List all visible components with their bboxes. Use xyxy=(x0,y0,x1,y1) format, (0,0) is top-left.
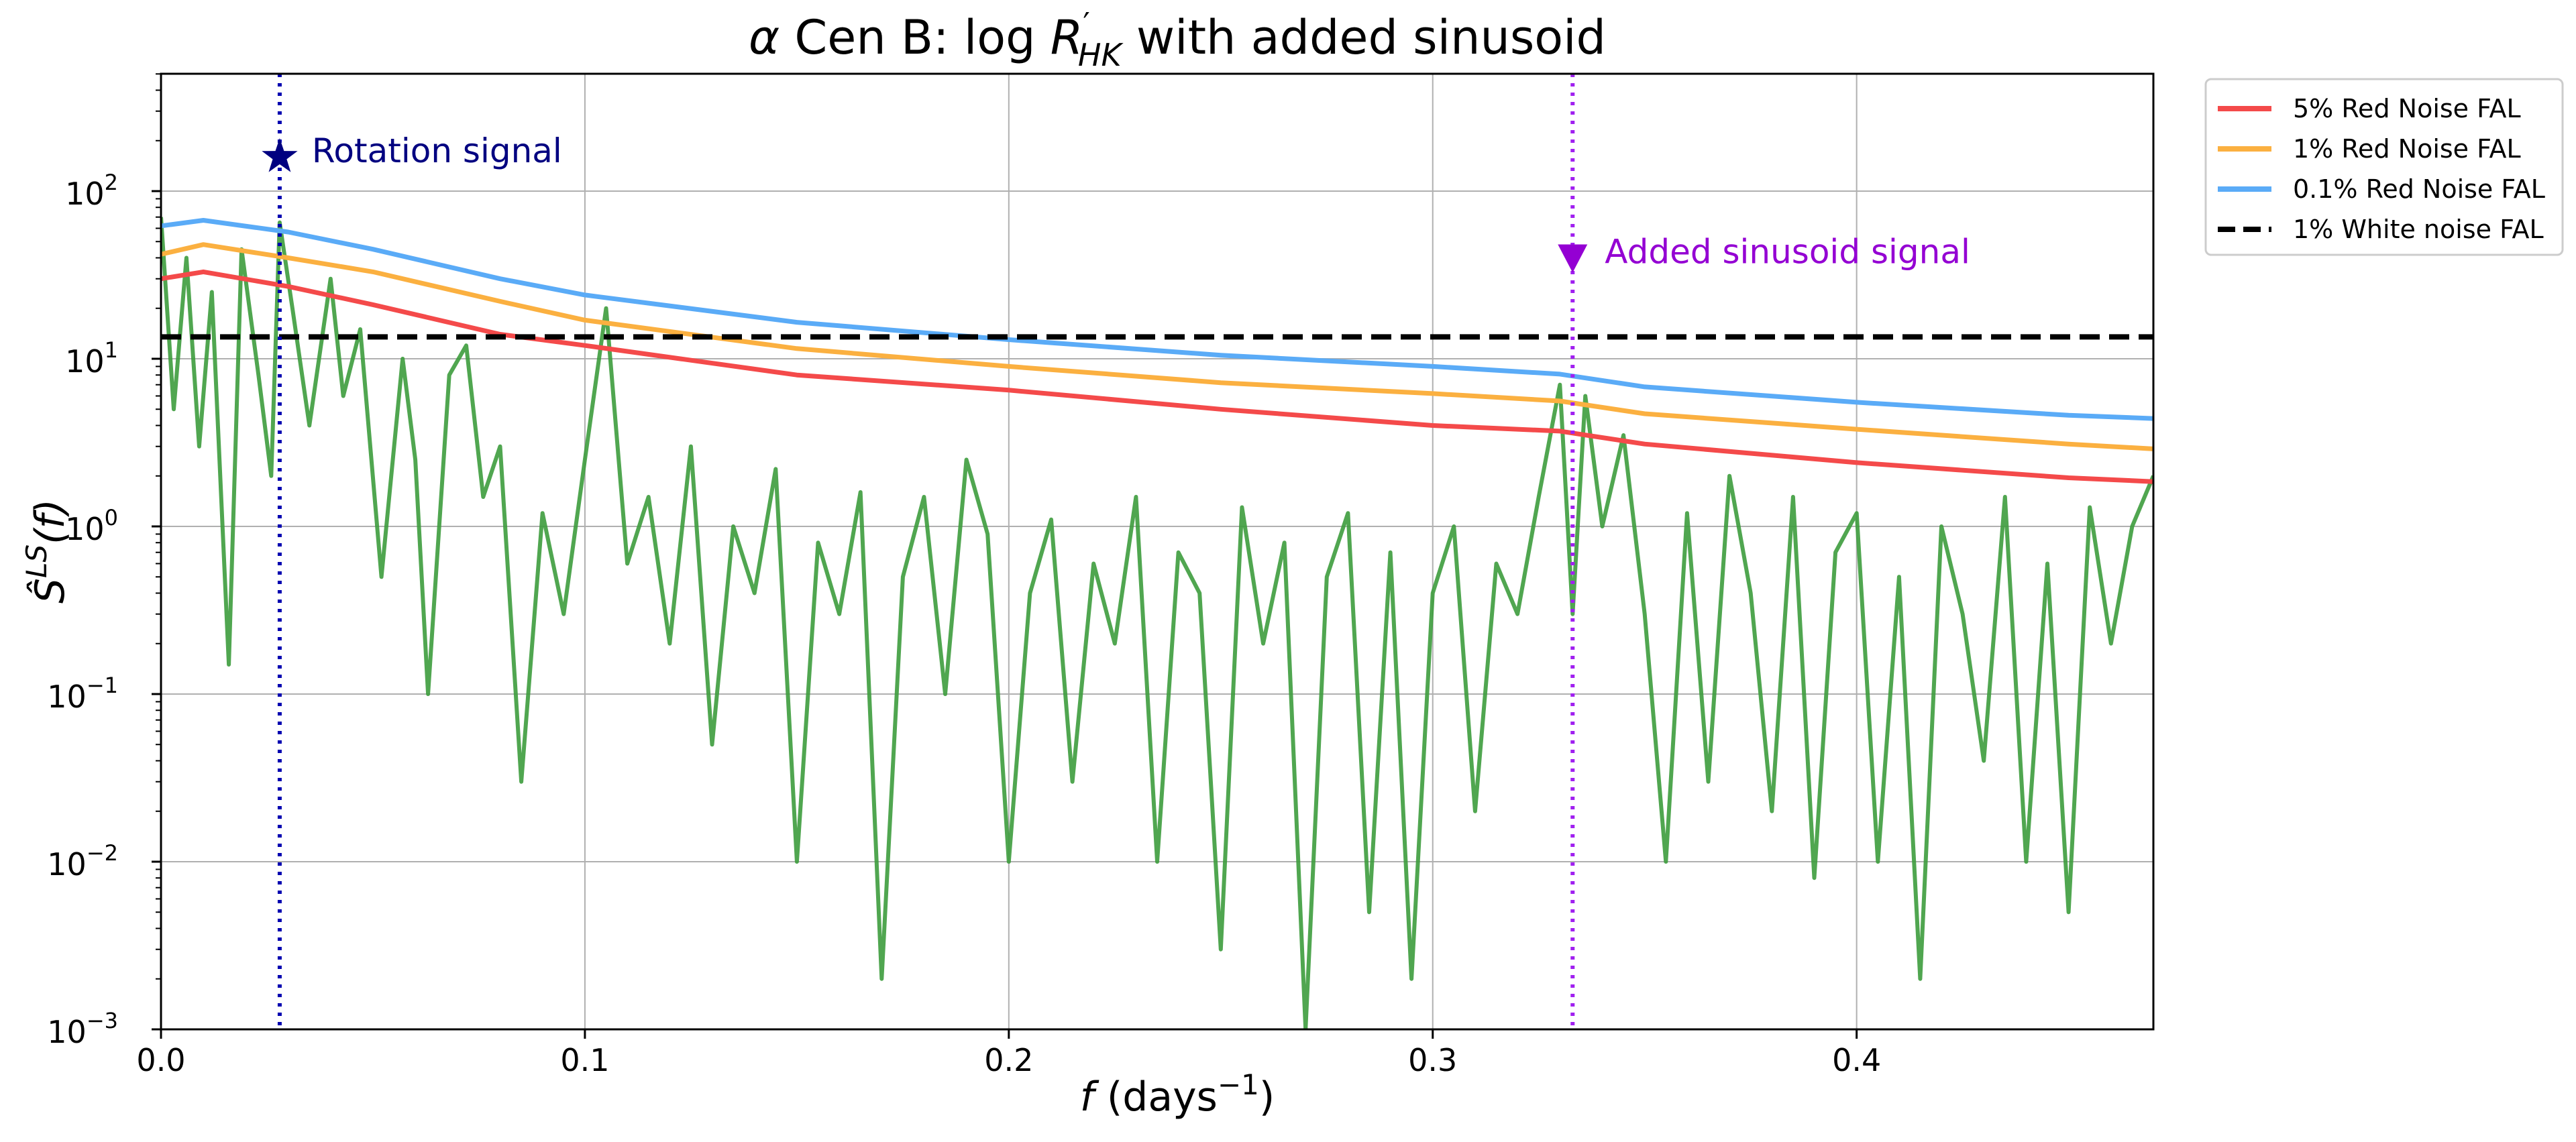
legend-label: 1% Red Noise FAL xyxy=(2293,134,2521,164)
title-prime: ′ xyxy=(1083,6,1089,42)
x-tick-label: 0.0 xyxy=(136,1042,185,1078)
series-line-4 xyxy=(161,217,2153,1029)
series-line-0 xyxy=(161,269,2153,484)
title-log: log xyxy=(964,10,1051,65)
ylabel-f: (f) xyxy=(27,499,74,545)
series-line-2 xyxy=(161,218,2153,421)
y-axis-label-group: ŜLS(f) xyxy=(20,499,74,604)
plot-frame xyxy=(160,72,2155,1031)
legend: 5% Red Noise FAL 1% Red Noise FAL 0.1% Red… xyxy=(2204,78,2564,256)
legend-label: 1% White noise FAL xyxy=(2293,215,2544,244)
ylabel-s: Ŝ xyxy=(26,578,74,604)
x-tick-label: 0.2 xyxy=(984,1042,1033,1078)
title-cen-b: Cen B: xyxy=(780,10,964,65)
xlabel-days: (days xyxy=(1094,1074,1218,1121)
legend-label: 0.1% Red Noise FAL xyxy=(2293,174,2545,204)
y-tick-label: 102 xyxy=(65,170,118,212)
x-tick-label: 0.4 xyxy=(1832,1042,1881,1078)
rotation-star-marker xyxy=(262,138,298,172)
xlabel-close: ) xyxy=(1259,1074,1275,1121)
y-tick-label: 10−2 xyxy=(47,840,118,882)
y-tick-label: 10−3 xyxy=(47,1008,118,1050)
xlabel-exp: −1 xyxy=(1218,1068,1259,1101)
title-alpha: α xyxy=(749,10,780,65)
legend-box xyxy=(2204,78,2564,256)
y-tick-label: 10−1 xyxy=(47,673,118,715)
x-tick-label: 0.3 xyxy=(1408,1042,1457,1078)
sinusoid-triangle-marker xyxy=(1558,244,1588,273)
plot-area xyxy=(161,74,2153,1029)
title-r: R xyxy=(1051,10,1083,65)
y-tick-label: 100 xyxy=(65,505,118,547)
axis-ticks: 0.0 0.1 0.2 0.3 0.4 102 101 100 10−1 10−2 10−3 xyxy=(47,73,1881,1078)
annotation-label: Rotation signal xyxy=(312,131,562,170)
ylabel-ls: LS xyxy=(20,545,53,578)
annotation-label: Added sinusoid signal xyxy=(1605,232,1970,271)
title-rest: with added sinusoid xyxy=(1122,10,1606,65)
y-tick-label: 101 xyxy=(65,337,118,380)
x-axis-label: f (days−1) xyxy=(1080,1068,1275,1121)
title-hk: HK xyxy=(1078,37,1124,73)
annotations: Rotation signal Added sinusoid signal xyxy=(262,131,1970,273)
series-line-1 xyxy=(161,242,2153,451)
y-axis-label: ŜLS(f) xyxy=(20,499,74,604)
legend-label: 5% Red Noise FAL xyxy=(2293,94,2521,123)
chart-title: α Cen B: log R′ HK with added sinusoid xyxy=(749,6,1606,73)
x-tick-label: 0.1 xyxy=(560,1042,609,1078)
